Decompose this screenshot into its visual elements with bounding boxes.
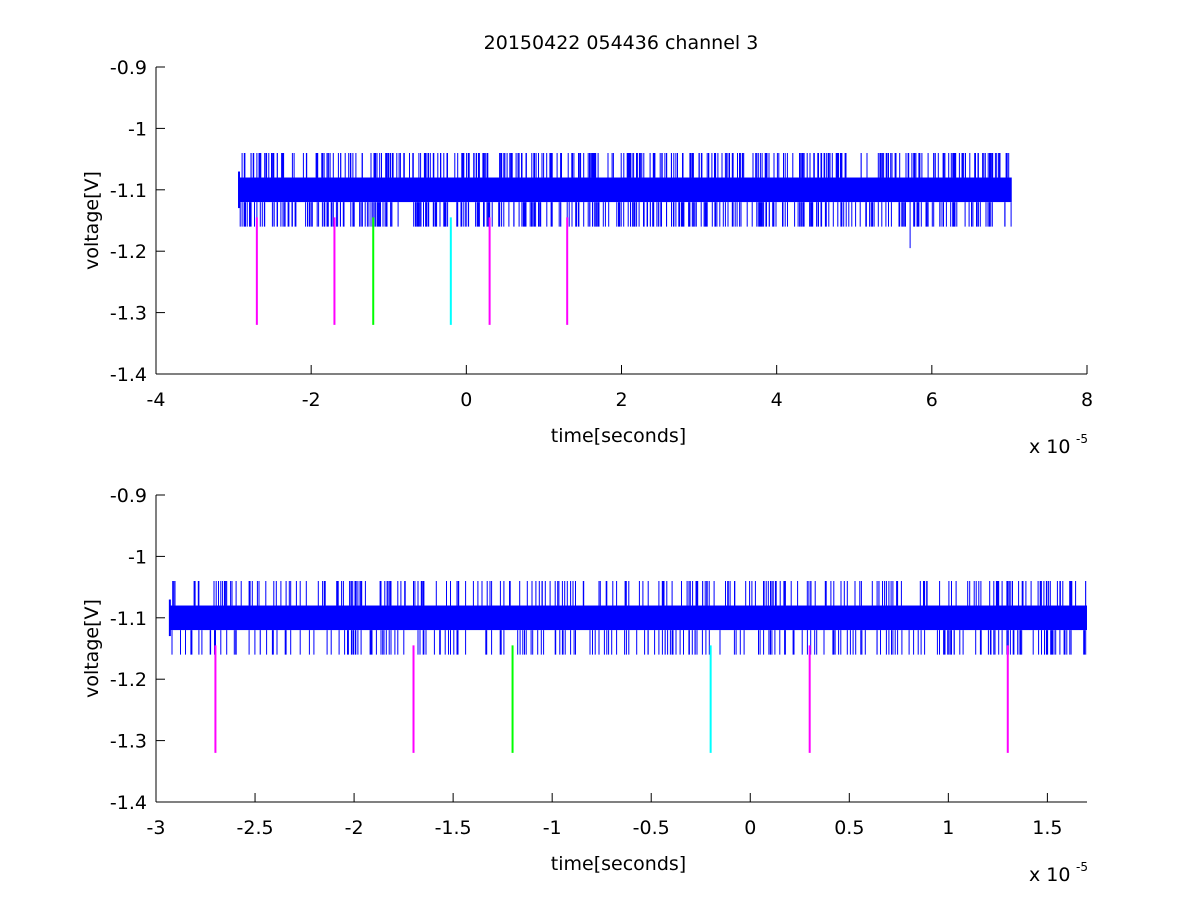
x-tick-label: -4 [147, 389, 166, 411]
x-tick-label: 2 [615, 389, 627, 411]
x-tick-label: 1.5 [1032, 817, 1062, 839]
signal-spikes-up [172, 580, 1087, 606]
y-tick-label: -1.1 [110, 608, 147, 630]
bottom-subplot: -1.4 -1.3 -1.2 -1.1 -1 -0.9 -3 -2.5 -2 -1.5 -1 -0.5… [81, 485, 1088, 886]
signal-trace [238, 152, 1012, 249]
y-tick-label: -1.2 [110, 669, 147, 691]
x-tick-label: 0 [460, 389, 472, 411]
x-tick-label: -1.5 [435, 817, 472, 839]
top-subplot: -1.4 -1.3 -1.2 -1.1 -1 -0.9 -4 -2 0 2 4 6 8 time[seco… [81, 57, 1093, 458]
x-tick-label: 0 [744, 817, 756, 839]
x-exponent-superscript: -5 [1076, 432, 1088, 446]
x-tick-label: 0.5 [834, 817, 864, 839]
x-tick-label: 8 [1081, 389, 1093, 411]
x-axis-label: time[seconds] [551, 853, 686, 875]
x-tick-label: -2 [345, 817, 364, 839]
x-tick-label: -2.5 [237, 817, 274, 839]
signal-band [169, 605, 1087, 631]
y-axis-label: voltage[V] [81, 599, 103, 698]
x-tick-label: 4 [771, 389, 783, 411]
y-axis-label: voltage[V] [81, 171, 103, 270]
x-tick-label: -0.5 [633, 817, 670, 839]
x-exponent-label: x 10 [1029, 864, 1070, 886]
signal-spikes-down [171, 630, 1087, 655]
signal-trace [168, 580, 1087, 655]
y-tick-label: -1.4 [110, 792, 147, 814]
signal-band [239, 177, 1012, 203]
y-tick-label: -1.1 [110, 180, 147, 202]
x-tick-label: 6 [926, 389, 938, 411]
y-tick-label: -1.3 [110, 303, 147, 325]
x-tick-label: -1 [543, 817, 562, 839]
y-tick-label: -0.9 [110, 57, 147, 79]
y-tick-label: -1.3 [110, 731, 147, 753]
y-tick-label: -0.9 [110, 485, 147, 507]
y-tick-label: -1.2 [110, 241, 147, 263]
y-tick-label: -1 [128, 546, 147, 568]
x-axis-label: time[seconds] [551, 425, 686, 447]
figure-title: 20150422 054436 channel 3 [484, 32, 759, 54]
x-tick-label: 1 [942, 817, 954, 839]
signal-spikes-up [241, 152, 1010, 178]
signal-spikes-down [239, 202, 1012, 227]
x-exponent-superscript: -5 [1076, 860, 1088, 874]
x-tick-label: -2 [302, 389, 321, 411]
x-tick-label: -3 [147, 817, 166, 839]
y-tick-label: -1.4 [110, 364, 147, 386]
x-exponent-label: x 10 [1029, 436, 1070, 458]
y-tick-label: -1 [128, 118, 147, 140]
